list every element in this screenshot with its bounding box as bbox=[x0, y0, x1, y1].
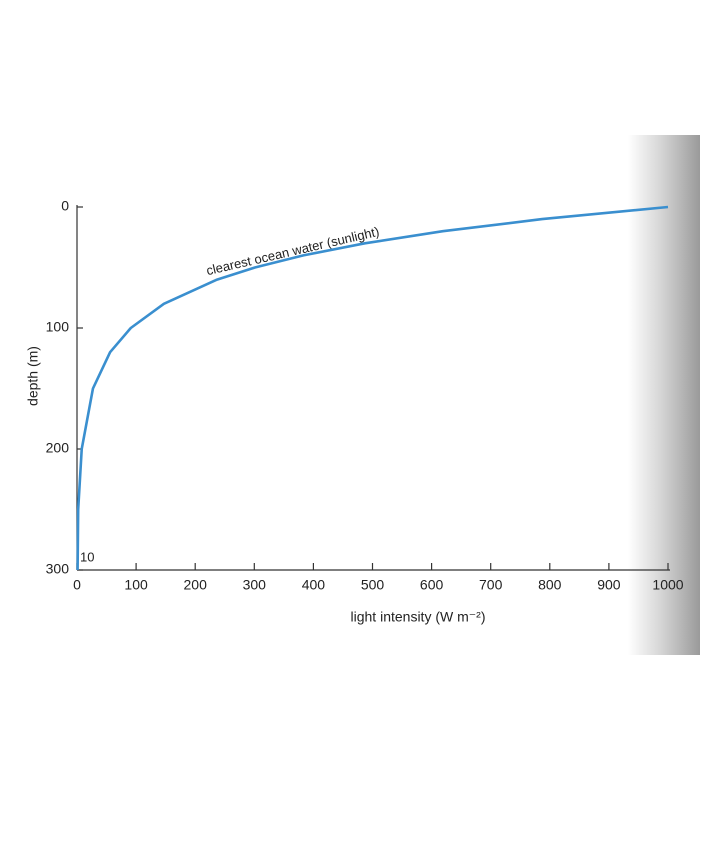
x-axis-label: light intensity (W m⁻²) bbox=[351, 609, 486, 625]
y-tick-label: 300 bbox=[46, 561, 70, 577]
x-tick-label: 900 bbox=[597, 577, 621, 593]
y-tick-label: 200 bbox=[46, 440, 70, 456]
curve-label: clearest ocean water (sunlight) bbox=[205, 224, 381, 278]
annotation: 10 bbox=[80, 549, 94, 564]
y-tick-label: 100 bbox=[46, 319, 70, 335]
x-tick-label: 800 bbox=[538, 577, 562, 593]
x-tick-label: 1000 bbox=[652, 577, 683, 593]
data-line bbox=[76, 205, 669, 571]
x-tick-label: 600 bbox=[420, 577, 444, 593]
x-tick-label: 200 bbox=[184, 577, 208, 593]
x-tick-label: 100 bbox=[124, 577, 148, 593]
x-tick-label: 300 bbox=[243, 577, 267, 593]
y-tick-label: 0 bbox=[61, 198, 69, 214]
x-tick-label: 500 bbox=[361, 577, 385, 593]
x-tick-label: 0 bbox=[73, 577, 81, 593]
scan-shadow bbox=[628, 135, 700, 655]
x-tick-label: 700 bbox=[479, 577, 503, 593]
y-axis-label: depth (m) bbox=[25, 346, 41, 406]
x-tick-label: 400 bbox=[302, 577, 326, 593]
